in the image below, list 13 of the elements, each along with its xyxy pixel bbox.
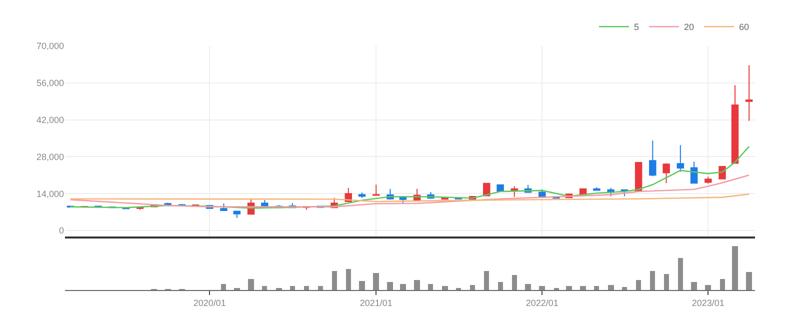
x-tick-label: 2021/01: [360, 298, 392, 308]
legend-label: 60: [739, 22, 750, 32]
y-tick-label: 28,000: [36, 152, 64, 162]
y-tick-label: 14,000: [36, 188, 64, 199]
legend-label: 20: [684, 22, 694, 32]
y-tick-label: 56,000: [36, 78, 64, 88]
y-tick-label: 42,000: [36, 114, 64, 125]
x-tick-label: 2022/01: [526, 298, 558, 308]
y-tick-label: 70,000: [36, 41, 64, 52]
y-tick-label: 0: [58, 226, 64, 236]
x-tick-label: 2020/01: [193, 298, 226, 308]
legend-label: 5: [634, 22, 640, 32]
x-tick-label: 2023/01: [692, 298, 724, 308]
